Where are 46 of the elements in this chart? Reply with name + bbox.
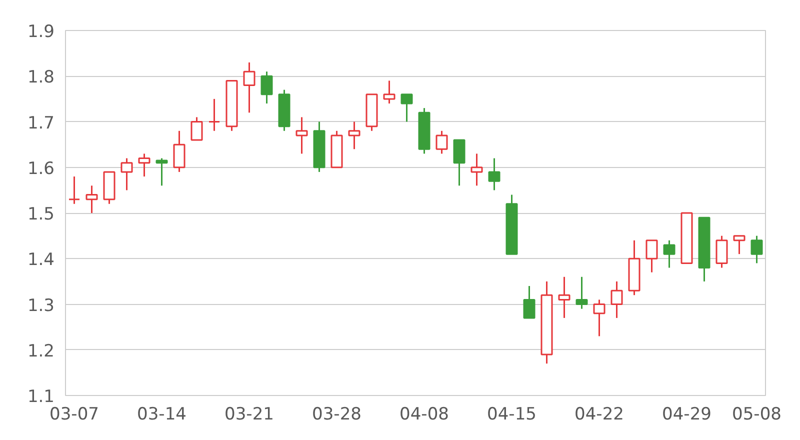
- candlestick: [436, 130, 448, 154]
- candlestick: [593, 298, 606, 337]
- candlestick: [558, 276, 570, 319]
- candlestick: [156, 158, 168, 186]
- candlestick: [173, 130, 186, 173]
- x-tick-label: 04-29: [662, 404, 712, 424]
- y-tick-label: 1.1: [27, 387, 55, 407]
- x-tick-label: 03-21: [224, 404, 274, 424]
- x-tick-label: 03-28: [312, 404, 362, 424]
- candlestick: [716, 235, 728, 268]
- candlestick: [383, 80, 396, 104]
- candlestick: [68, 176, 80, 205]
- x-tick-label: 04-15: [487, 404, 536, 424]
- candlestick: [243, 62, 256, 114]
- x-tick-label: 03-07: [50, 404, 99, 424]
- candlestick: [750, 235, 763, 264]
- y-tick-label: 1.3: [27, 296, 55, 316]
- candlestick: [260, 70, 273, 104]
- x-tick-label: 05-08: [732, 404, 782, 424]
- y-tick-label: 1.9: [27, 22, 55, 42]
- x-tick-label: 04-08: [400, 404, 449, 424]
- candlestick: [296, 116, 308, 154]
- candlestick: [348, 121, 360, 150]
- candlestick: [733, 235, 746, 255]
- candlestick: [190, 116, 203, 141]
- candlestick: [400, 94, 413, 122]
- y-tick-label: 1.8: [27, 68, 55, 88]
- x-tick-label: 03-14: [137, 404, 186, 424]
- candlestick: [470, 152, 483, 186]
- y-tick-label: 1.5: [27, 204, 55, 224]
- candlestick: [663, 240, 676, 268]
- candlestick: [86, 184, 98, 214]
- y-tick-label: 1.4: [27, 250, 55, 270]
- candlestick: [208, 98, 220, 132]
- candlestick: [646, 240, 658, 274]
- candlestick: [576, 276, 588, 310]
- y-tick-label: 1.2: [27, 341, 55, 362]
- x-tick-label: 04-22: [574, 404, 624, 424]
- candlestick: [138, 152, 150, 178]
- candlestick: [610, 280, 623, 319]
- y-tick-label: 1.7: [27, 113, 55, 134]
- candlestick: [523, 285, 536, 319]
- y-tick-label: 1.6: [27, 158, 55, 179]
- candlestick: [488, 158, 500, 191]
- candlestick: [453, 139, 466, 186]
- candlestick: [120, 158, 133, 191]
